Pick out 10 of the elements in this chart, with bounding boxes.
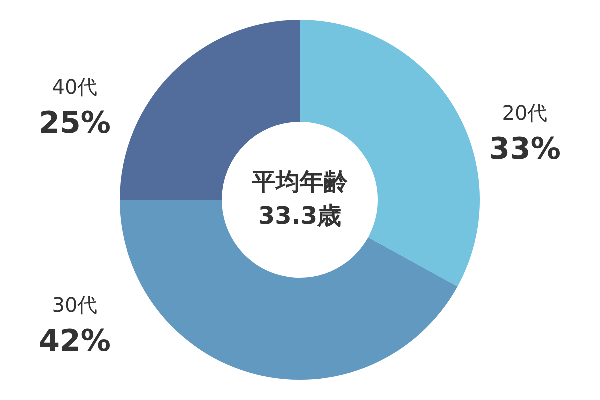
data-label: 25% bbox=[39, 106, 111, 142]
donut-slice bbox=[120, 200, 458, 380]
data-label: 33% bbox=[489, 132, 561, 167]
data-label: 42% bbox=[39, 324, 111, 359]
slice-label: 20代 bbox=[502, 100, 548, 125]
donut-slice bbox=[120, 20, 300, 200]
slice-label: 30代 bbox=[52, 292, 98, 317]
text: 平均年齢 bbox=[251, 168, 349, 196]
slice-label: 40代 bbox=[52, 75, 98, 100]
text: 33.3歳 bbox=[258, 202, 342, 230]
